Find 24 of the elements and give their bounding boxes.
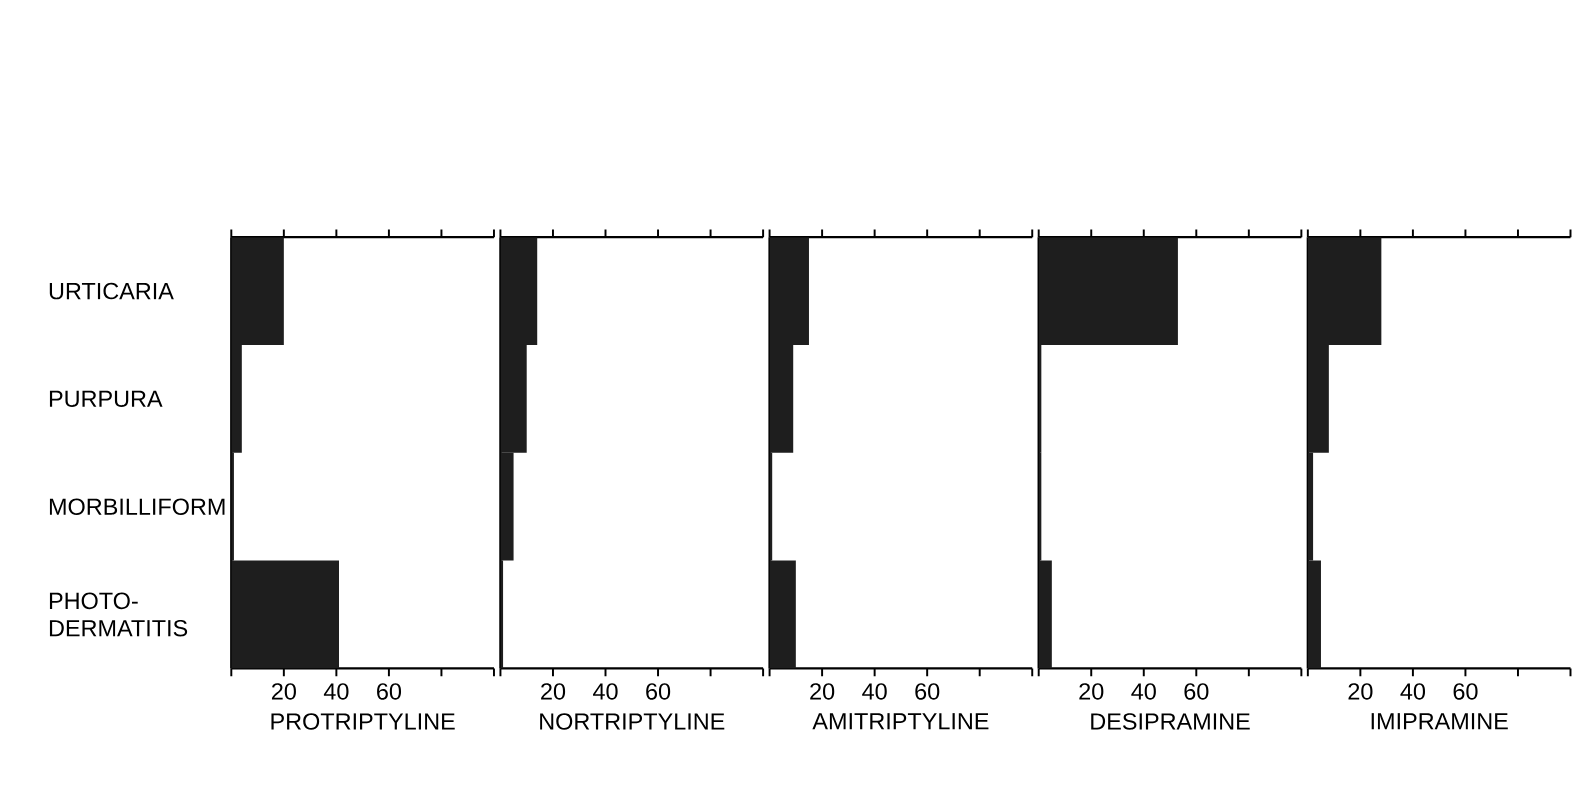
x-tick-label: 40 — [323, 683, 349, 700]
y-tick-label: PURPURA — [49, 390, 163, 408]
y-tick-label: PHOTO-DERMATITIS — [49, 592, 188, 637]
x-axis-title: NORTRIPTYLINE — [540, 713, 725, 730]
x-axis-title: PROTRIPTYLINE — [271, 713, 455, 730]
x-tick-label: 20 — [541, 683, 566, 700]
x-tick-label: 40 — [862, 683, 887, 700]
x-tick-label: 60 — [1453, 683, 1478, 700]
y-tick-label: URTICARIA — [49, 283, 174, 300]
x-tick-label: 60 — [646, 683, 671, 700]
y-tick-label: MORBILLIFORM — [49, 498, 225, 516]
x-tick-label: 40 — [1400, 683, 1426, 700]
x-axis-title: DESIPRAMINE — [1091, 713, 1250, 730]
x-tick-label: 60 — [915, 683, 940, 700]
x-tick-label: 20 — [810, 683, 835, 700]
x-tick-label: 40 — [1131, 683, 1156, 700]
x-axis-title: AMITRIPTYLINE — [812, 713, 989, 730]
x-axis-title: IMIPRAMINE — [1371, 713, 1508, 730]
x-tick-label: 20 — [271, 683, 296, 700]
x-tick-label: 20 — [1348, 683, 1373, 700]
x-tick-label: 60 — [377, 683, 402, 700]
x-tick-label: 40 — [593, 683, 618, 700]
x-tick-label: 20 — [1079, 683, 1104, 700]
x-tick-label: 60 — [1184, 683, 1209, 700]
